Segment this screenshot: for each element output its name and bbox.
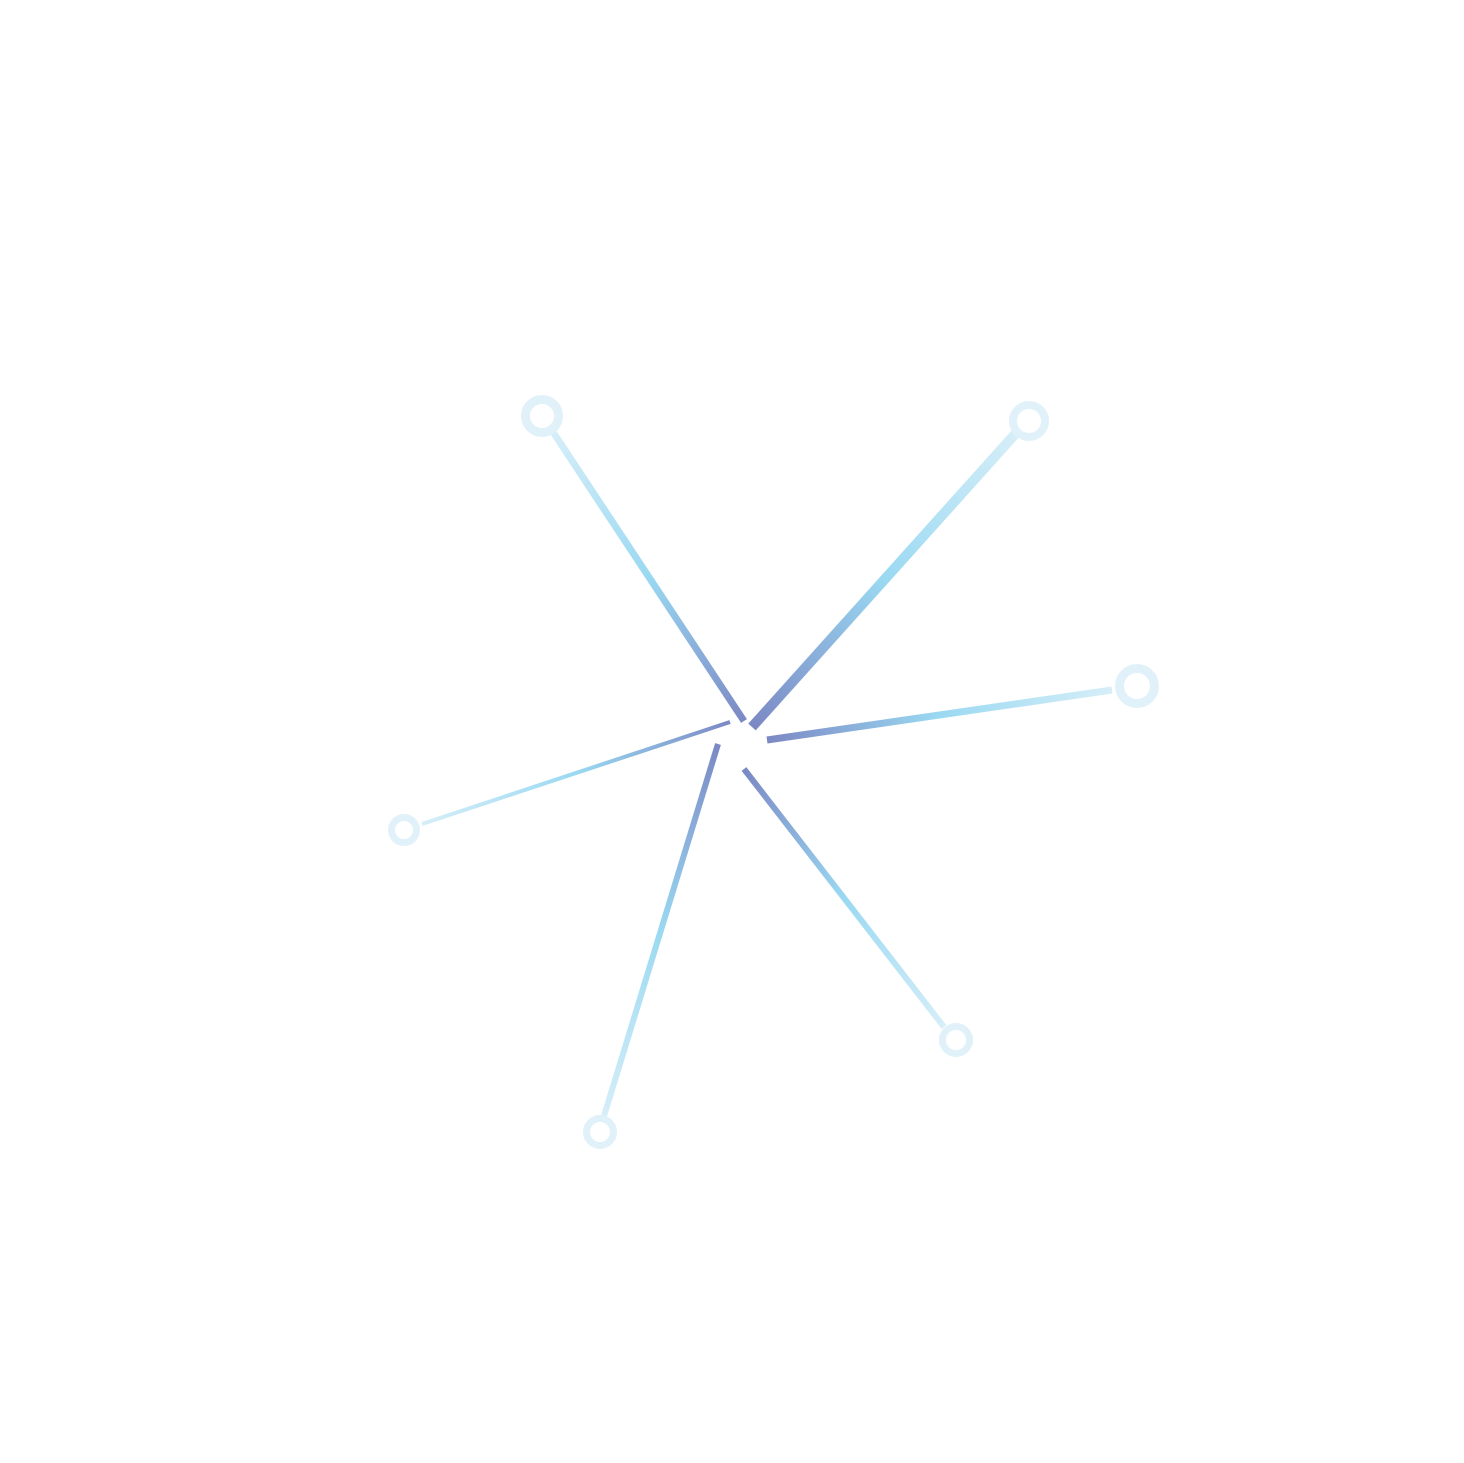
node-upper-right — [1009, 401, 1049, 441]
spoke-right — [766, 686, 1113, 744]
spoke-lower-right — [741, 767, 947, 1029]
spoke-lower-left — [601, 743, 721, 1117]
node-upper-left — [521, 395, 563, 437]
node-lower-left — [583, 1115, 617, 1149]
node-left — [388, 814, 420, 846]
spokes-layer — [421, 428, 1113, 1117]
spoke-upper-right — [748, 428, 1021, 731]
node-lower-right — [939, 1023, 973, 1057]
spoke-upper-left — [550, 430, 747, 723]
nodes-layer — [388, 395, 1159, 1149]
node-right — [1115, 664, 1159, 708]
spoke-left — [421, 720, 731, 826]
